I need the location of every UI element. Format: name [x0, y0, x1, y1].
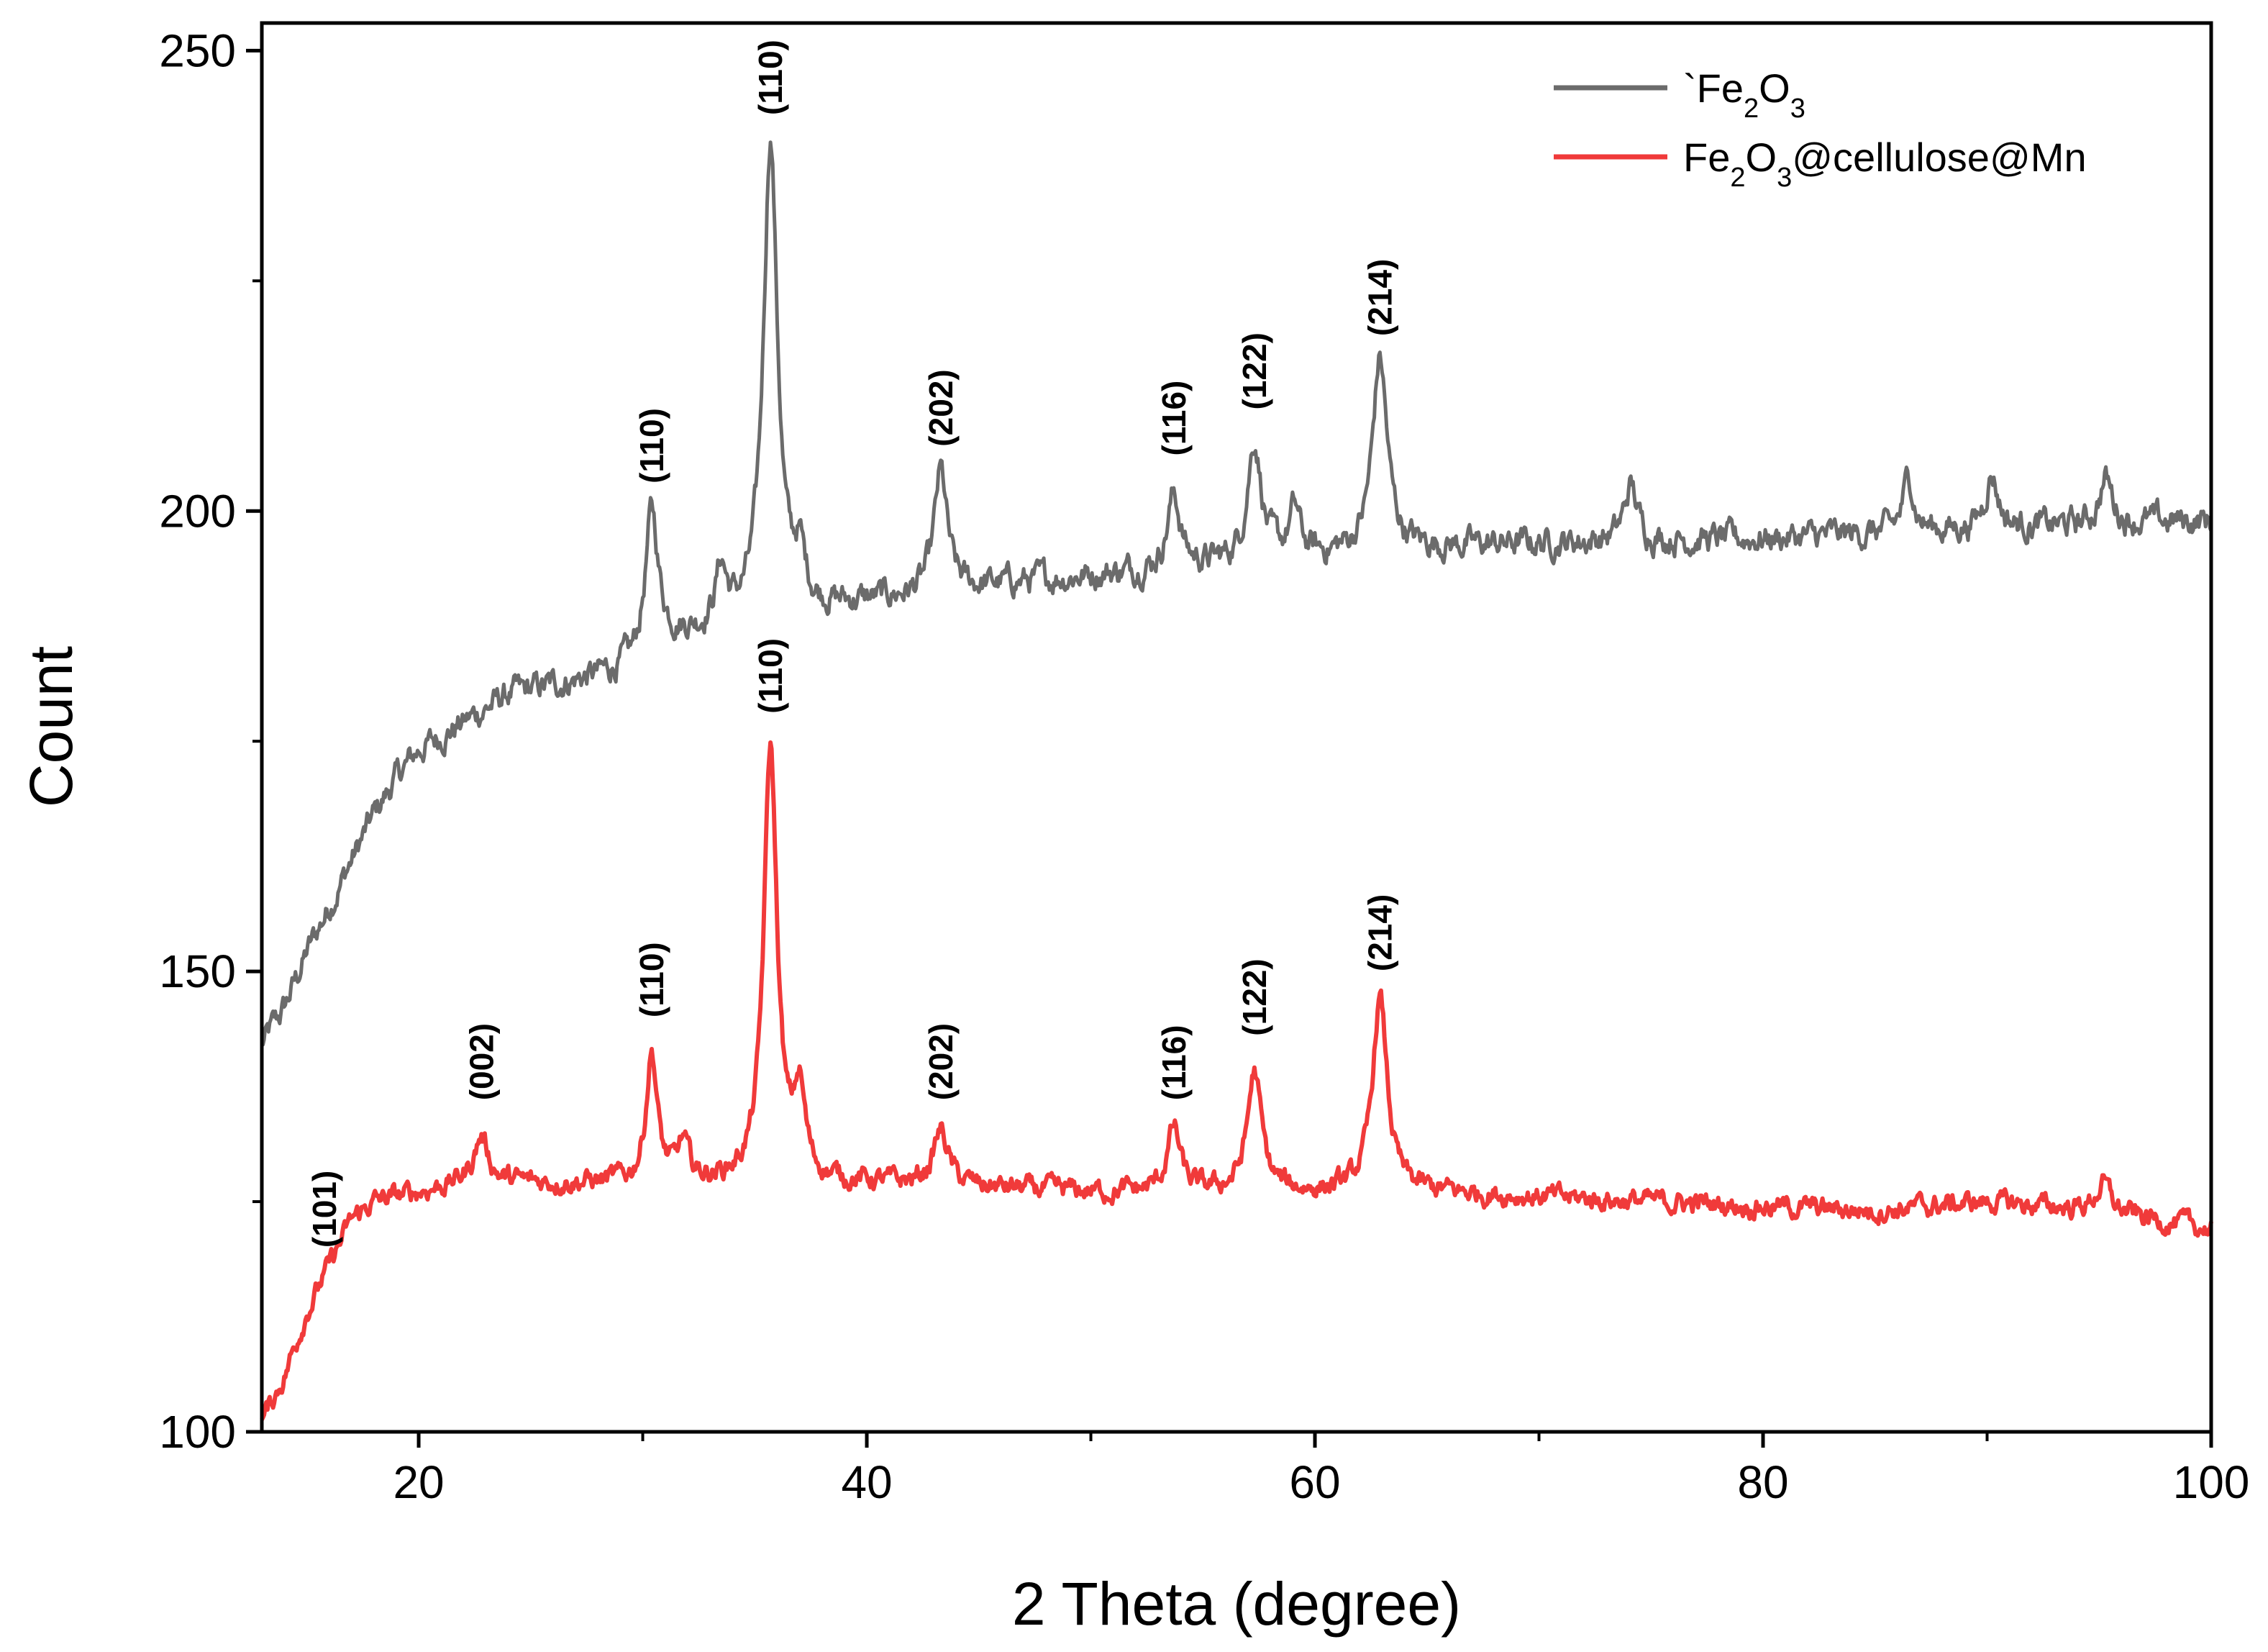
x-tick-label: 40 — [841, 1456, 892, 1508]
peak-label: (122) — [1236, 958, 1273, 1035]
legend-label-fe2o3: `Fe2O3 — [1683, 65, 1805, 124]
peak-label: (214) — [1361, 894, 1398, 971]
plot-frame — [260, 21, 2213, 1434]
x-tick-label: 20 — [393, 1456, 444, 1508]
series-line-0 — [260, 140, 2213, 1047]
x-tick-label: 100 — [2173, 1456, 2250, 1508]
axis-ticks: 20 40 60 80 100 100 150 200 250 — [159, 24, 2249, 1508]
y-tick-label: 150 — [159, 945, 236, 997]
series-line-1 — [260, 740, 2213, 1421]
series-layer — [260, 140, 2213, 1421]
legend-label-fe2o3-cellulose-mn: Fe2O3@cellulose@Mn — [1683, 135, 2087, 193]
peak-label: (101) — [306, 1171, 343, 1248]
peak-labels: (110) (110) (202) (116) (122) (214) (101) (002)… — [306, 40, 1398, 1248]
x-axis-title: 2 Theta (degree) — [1012, 1570, 1461, 1638]
y-tick-label: 250 — [159, 24, 236, 76]
peak-label: (202) — [922, 369, 960, 446]
peak-label: (110) — [752, 638, 789, 714]
peak-label: (002) — [463, 1023, 500, 1100]
peak-label: (110) — [633, 942, 670, 1017]
peak-label: (202) — [922, 1023, 960, 1100]
peak-label: (214) — [1361, 259, 1398, 336]
x-tick-label: 80 — [1737, 1456, 1788, 1508]
x-tick-label: 60 — [1289, 1456, 1340, 1508]
peak-label: (116) — [1155, 381, 1193, 456]
legend: `Fe2O3 Fe2O3@cellulose@Mn — [1554, 65, 2087, 193]
peak-label: (110) — [752, 40, 789, 115]
y-axis-title: Count — [17, 646, 85, 807]
y-tick-label: 100 — [159, 1406, 236, 1458]
y-tick-label: 200 — [159, 485, 236, 537]
peak-label: (116) — [1155, 1025, 1193, 1100]
peak-label: (122) — [1236, 332, 1273, 409]
peak-label: (110) — [633, 408, 670, 484]
